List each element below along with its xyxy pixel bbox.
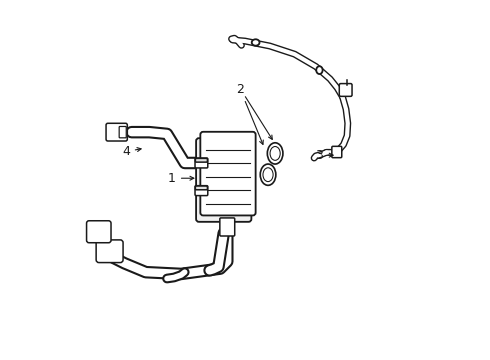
FancyBboxPatch shape [339,84,352,96]
Ellipse shape [316,66,322,74]
Ellipse shape [252,39,260,46]
FancyBboxPatch shape [332,146,342,158]
Text: 1: 1 [168,172,194,185]
FancyBboxPatch shape [119,126,126,138]
Ellipse shape [270,147,280,160]
FancyBboxPatch shape [195,158,208,168]
Text: 4: 4 [122,145,141,158]
FancyBboxPatch shape [195,186,208,195]
FancyBboxPatch shape [196,138,251,222]
Text: 2: 2 [236,83,263,144]
Ellipse shape [260,164,276,185]
FancyBboxPatch shape [96,240,123,262]
Ellipse shape [263,168,273,181]
Text: 3: 3 [315,149,333,162]
FancyBboxPatch shape [200,132,256,215]
FancyBboxPatch shape [196,158,207,162]
FancyBboxPatch shape [106,123,127,141]
Ellipse shape [268,143,283,164]
FancyBboxPatch shape [87,221,111,243]
FancyBboxPatch shape [220,218,235,236]
FancyBboxPatch shape [196,186,207,190]
